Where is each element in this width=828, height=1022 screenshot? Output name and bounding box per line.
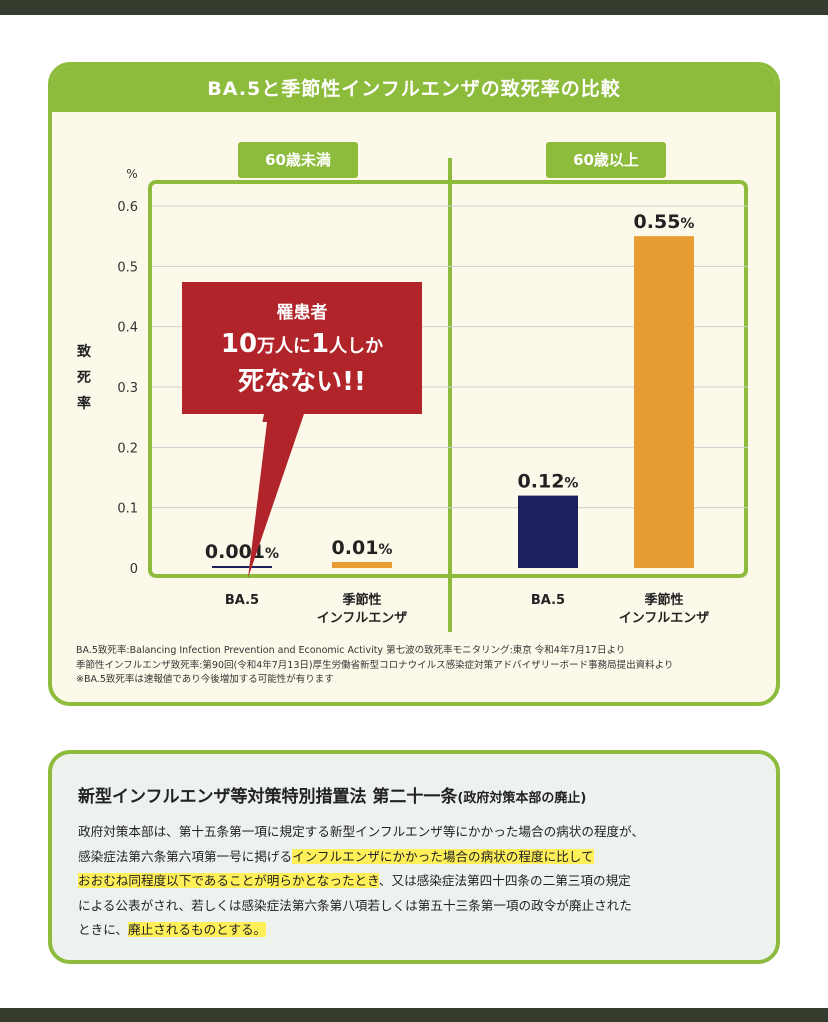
- bar-g0-b0: [212, 566, 272, 568]
- y-tick-label-0: 0: [130, 562, 138, 577]
- y-axis-label-char: 死: [76, 370, 91, 386]
- law-line-5: ときに、廃止されるものとする。: [78, 918, 768, 943]
- bottom-border: [0, 1008, 828, 1022]
- callout-num1: 10: [220, 329, 258, 359]
- law-line-3b: 、又は感染症法第四十四条の二第三項の規定: [378, 873, 631, 888]
- law-line-1: 政府対策本部は、第十五条第一項に規定する新型インフルエンザ等にかかった場合の病状…: [78, 824, 645, 839]
- bar-g1-b0: [518, 495, 578, 568]
- callout-line3: 死なない!!: [238, 367, 366, 397]
- x-category-label-g1-b0: BA.5: [531, 593, 565, 608]
- law-title-main: 新型インフルエンザ等対策特別措置法 第二十一条: [78, 787, 458, 807]
- law-highlight-3: 廃止されるものとする。: [128, 922, 267, 937]
- callout-text: 罹患者 10万人に1人しか 死なない!!: [182, 300, 422, 399]
- bar-chart: 0 0.1 0.2 0.3 0.4 0.5 0.6% 致死率 0.001% BA.5 0.01% 季節…: [76, 167, 748, 626]
- law-line-4: による公表がされ、若しくは感染症法第六条第八項若しくは第五十三条第一項の政令が廃…: [78, 897, 632, 913]
- callout-line2: 10万人に1人しか: [182, 326, 422, 365]
- law-title: 新型インフルエンザ等対策特別措置法 第二十一条(政府対策本部の廃止): [78, 782, 586, 807]
- bar-value-number: 0.12: [518, 471, 565, 493]
- y-tick-label-1: 0.1: [117, 502, 138, 517]
- law-line-5a: ときに、: [78, 922, 128, 937]
- y-tick-label-5: 0.5: [117, 260, 138, 275]
- callout-pointer: [182, 282, 422, 578]
- bar-value-suffix: %: [265, 546, 279, 562]
- bar-value-suffix: %: [680, 216, 694, 232]
- group-label-under-60: 60歳未満: [238, 142, 358, 178]
- bar-value-number: 0.55: [634, 211, 681, 233]
- top-border: [0, 0, 828, 15]
- law-title-paren: (政府対策本部の廃止): [457, 791, 587, 806]
- y-axis-label-char: 致: [77, 343, 92, 360]
- callout-text1: 万人に: [257, 336, 312, 357]
- law-line-2a: 感染症法第六条第六項第一号に掲げる: [78, 848, 293, 864]
- chart-card: BA.5と季節性インフルエンザの致死率の比較 60歳未満 60歳以上 0 0.1 0…: [48, 62, 780, 706]
- note-2: 季節性インフルエンザ致死率:第90回(令和4年7月13日)厚生労働省新型コロナウ…: [76, 659, 674, 671]
- law-line-2: 感染症法第六条第六項第一号に掲げるインフルエンザにかかった場合の病状の程度に比し…: [78, 845, 768, 870]
- note-3: ※BA.5致死率は速報値であり今後増加する可能性が有ります: [76, 674, 334, 685]
- y-tick-label-3: 0.3: [117, 381, 138, 396]
- bar-value-label-g1-b0: 0.12%: [518, 471, 579, 493]
- callout-line1: 罹患者: [276, 303, 328, 323]
- y-tick-label-6: 0.6: [117, 200, 138, 215]
- law-line-3: おおむね同程度以下であることが明らかとなったとき、又は感染症法第四十四条の二第三…: [78, 869, 768, 894]
- bar-value-label-g0-b0: 0.001%: [205, 541, 279, 563]
- law-highlight-1: インフルエンザにかかった場合の病状の程度に比して: [292, 848, 594, 864]
- chart-title: BA.5と季節性インフルエンザの致死率の比較: [52, 66, 776, 112]
- bar-value-number: 0.001: [205, 541, 265, 563]
- x-category-label2-g1-b1: インフルエンザ: [619, 611, 710, 626]
- x-category-label2-g0-b1: インフルエンザ: [317, 611, 408, 626]
- bar-value-suffix: %: [378, 542, 392, 558]
- bar-g1-b1: [634, 236, 694, 568]
- y-tick-label-4: 0.4: [117, 321, 138, 336]
- law-card: 新型インフルエンザ等対策特別措置法 第二十一条(政府対策本部の廃止) 政府対策本…: [48, 750, 780, 964]
- bar-g0-b1: [332, 561, 392, 568]
- callout-num2: 1: [311, 329, 330, 359]
- x-category-label-g1-b1: 季節性: [643, 592, 683, 608]
- callout-text2: 人しか: [329, 336, 384, 357]
- x-category-label-g0-b1: 季節性: [341, 592, 381, 608]
- group-divider: [448, 158, 452, 632]
- group-label-60-plus: 60歳以上: [546, 142, 666, 178]
- law-body: 政府対策本部は、第十五条第一項に規定する新型インフルエンザ等にかかった場合の病状…: [78, 820, 768, 943]
- x-category-label-g0-b0: BA.5: [225, 593, 259, 608]
- y-axis-label: 致死率: [76, 343, 92, 412]
- y-axis-label-char: 率: [77, 395, 91, 412]
- y-unit-label: %: [126, 167, 137, 181]
- bar-value-label-g1-b1: 0.55%: [634, 211, 695, 233]
- bar-value-label-g0-b1: 0.01%: [332, 537, 393, 559]
- bar-value-suffix: %: [564, 476, 578, 492]
- law-highlight-2: おおむね同程度以下であることが明らかとなったとき: [78, 873, 379, 888]
- y-tick-label-2: 0.2: [117, 441, 138, 456]
- bar-value-number: 0.01: [332, 537, 379, 559]
- source-notes: BA.5致死率:Balancing Infection Prevention a…: [76, 644, 766, 688]
- note-1: BA.5致死率:Balancing Infection Prevention a…: [76, 645, 626, 656]
